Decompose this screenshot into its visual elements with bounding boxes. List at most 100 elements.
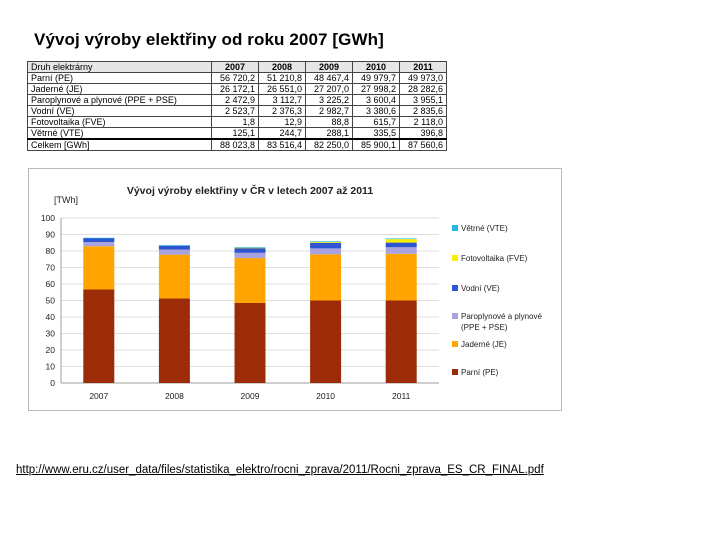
x-tick-label: 2007 [89,391,108,401]
table-header-cell: Druh elektrárny [27,61,212,73]
value-cell: 3 380,6 [352,105,400,117]
bar-segment-4-2011 [385,239,417,243]
y-tick-label: 50 [46,296,56,306]
value-cell: 49 973,0 [399,72,447,84]
bar-segment-1-2008 [158,254,190,299]
table-row: Jaderné (JE) 26 172,1 26 551,0 27 207,0 27 9… [27,83,447,95]
value-cell: 3 225,2 [305,94,353,106]
table-row: Vodní (VE) 2 523,7 2 376,3 2 982,7 3 380,6 2 … [27,105,447,117]
table-row: Paroplynové a plynové (PPE + PSE) 2 472,9… [27,94,447,106]
x-tick-label: 2010 [316,391,335,401]
row-label-cell: Fotovoltaika (FVE) [27,116,212,128]
production-table: Druh elektrárny 2007 2008 2009 2010 2011… [27,61,447,151]
bar-segment-3-2009 [234,247,266,253]
value-cell: 615,7 [352,116,400,128]
legend-label: Větrné (VTE) [461,224,508,233]
table-header-cell: 2008 [258,61,306,73]
x-tick-label: 2009 [241,391,260,401]
bar-segment-0-2010 [310,300,342,383]
table-body: Parní (PE) 56 720,2 51 210,8 48 467,4 49 979… [27,72,447,151]
x-tick-label: 2011 [392,391,411,401]
bar-segment-0-2007 [83,289,115,383]
bar-segment-0-2008 [158,298,190,383]
value-cell: 2 982,7 [305,105,353,117]
y-tick-label: 0 [50,378,55,388]
row-label-cell: Větrné (VTE) [27,127,212,140]
stacked-bar-chart: Vývoj výroby elektřiny v ČR v letech 200… [41,184,543,401]
slide-title: Vývoj výroby elektřiny od roku 2007 [GWh… [34,30,384,49]
row-label-cell: Vodní (VE) [27,105,212,117]
value-cell: 2 376,3 [258,105,306,117]
value-cell: 82 250,0 [305,138,353,151]
bar-segment-4-2010 [310,241,342,243]
y-tick-label: 10 [46,362,56,372]
value-cell: 2 835,6 [399,105,447,117]
bar-segment-5-2009 [234,247,266,248]
legend-label: Paroplynové a plynové [461,312,542,321]
legend-swatch [452,255,458,261]
legend-swatch [452,225,458,231]
bar-segment-5-2010 [310,241,342,242]
legend-swatch [452,369,458,375]
table-total-row: Celkem [GWh] 88 023,8 83 516,4 82 250,0 85 9… [27,138,447,151]
value-cell: 51 210,8 [258,72,306,84]
value-cell: 2 523,7 [211,105,259,117]
value-cell: 3 112,7 [258,94,306,106]
bar-segment-3-2007 [83,237,115,243]
y-tick-label: 30 [46,329,56,339]
table-header-cell: 2011 [399,61,447,73]
table-row: Větrné (VTE) 125,1 244,7 288,1 335,5 396,8 [27,127,447,140]
value-cell: 26 172,1 [211,83,259,95]
value-cell: 56 720,2 [211,72,259,84]
value-cell: 2 472,9 [211,94,259,106]
legend-label: Jaderné (JE) [461,340,507,349]
value-cell: 83 516,4 [258,138,306,151]
value-cell: 27 998,2 [352,83,400,95]
value-cell: 3 955,1 [399,94,447,106]
bar-segment-1-2011 [385,253,417,301]
bar-segment-3-2010 [310,242,342,249]
legend-swatch [452,285,458,291]
legend-swatch [452,341,458,347]
row-label-cell: Paroplynové a plynové (PPE + PSE) [27,94,212,106]
value-cell: 88 023,8 [211,138,259,151]
table-header-row: Druh elektrárny 2007 2008 2009 2010 2011 [27,61,447,73]
value-cell: 48 467,4 [305,72,353,84]
y-tick-label: 20 [46,345,56,355]
value-cell: 49 979,7 [352,72,400,84]
bar-segment-2-2008 [158,249,190,255]
value-cell: 2 118,0 [399,116,447,128]
legend-swatch [452,313,458,319]
bar-segment-3-2008 [158,245,190,250]
chart-title: Vývoj výroby elektřiny v ČR v letech 200… [127,184,373,197]
bar-segment-0-2011 [385,300,417,383]
y-axis-label: [TWh] [54,195,78,205]
value-cell: 87 560,6 [399,138,447,151]
bar-segment-2-2009 [234,252,266,259]
row-label-cell: Jaderné (JE) [27,83,212,95]
source-link[interactable]: http://www.eru.cz/user_data/files/statis… [16,464,544,476]
table-header-cell: 2009 [305,61,353,73]
table-row: Fotovoltaika (FVE) 1,8 12,9 88,8 615,7 2 118,… [27,116,447,128]
y-tick-label: 70 [46,263,56,273]
x-tick-label: 2008 [165,391,184,401]
table-row: Parní (PE) 56 720,2 51 210,8 48 467,4 49 979… [27,72,447,84]
legend-label: Parní (PE) [461,368,499,377]
bar-segment-1-2009 [234,258,266,303]
legend-label: Vodní (VE) [461,284,500,293]
table-header-cell: 2007 [211,61,259,73]
value-cell: 12,9 [258,116,306,128]
bar-segment-3-2011 [385,242,417,248]
value-cell: 88,8 [305,116,353,128]
bar-segment-5-2008 [158,245,190,246]
y-tick-label: 90 [46,230,56,240]
value-cell: 396,8 [399,127,447,140]
chart-container: Vývoj výroby elektřiny v ČR v letech 200… [28,168,562,411]
y-tick-label: 80 [46,246,56,256]
value-cell: 85 900,1 [352,138,400,151]
y-tick-label: 40 [46,312,56,322]
bar-segment-5-2007 [83,237,115,239]
legend-label: (PPE + PSE) [461,323,508,332]
bar-segment-1-2007 [83,246,115,290]
value-cell: 335,5 [352,127,400,140]
